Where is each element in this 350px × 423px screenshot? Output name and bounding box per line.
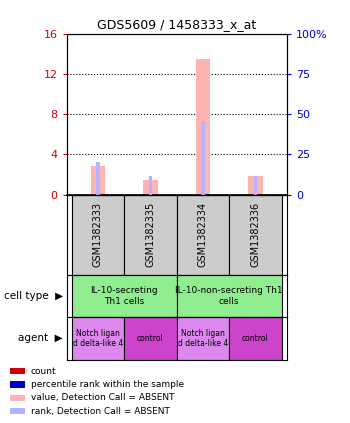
Text: Notch ligan
d delta-like 4: Notch ligan d delta-like 4 <box>73 329 123 348</box>
Bar <box>177 275 282 317</box>
Text: control: control <box>242 334 269 343</box>
Text: count: count <box>30 367 56 376</box>
Bar <box>229 317 282 360</box>
Text: GSM1382336: GSM1382336 <box>251 202 260 267</box>
Text: control: control <box>137 334 164 343</box>
Bar <box>10 381 26 388</box>
Bar <box>72 195 124 275</box>
Text: cell type  ▶: cell type ▶ <box>4 291 63 301</box>
Bar <box>96 162 100 195</box>
Text: percentile rank within the sample: percentile rank within the sample <box>30 380 184 389</box>
Bar <box>143 179 158 195</box>
Bar <box>248 176 263 195</box>
Text: GSM1382335: GSM1382335 <box>146 202 155 267</box>
Bar <box>91 167 105 195</box>
Bar <box>254 176 257 195</box>
Bar <box>196 59 210 195</box>
Text: agent  ▶: agent ▶ <box>18 333 63 343</box>
Bar <box>229 195 282 275</box>
Text: IL-10-secreting
Th1 cells: IL-10-secreting Th1 cells <box>90 286 158 306</box>
Bar <box>10 368 26 374</box>
Title: GDS5609 / 1458333_x_at: GDS5609 / 1458333_x_at <box>97 18 256 31</box>
Text: Notch ligan
d delta-like 4: Notch ligan d delta-like 4 <box>178 329 228 348</box>
Bar <box>72 317 124 360</box>
Text: value, Detection Call = ABSENT: value, Detection Call = ABSENT <box>30 393 174 402</box>
Bar <box>124 317 177 360</box>
Bar <box>177 195 229 275</box>
Bar <box>177 317 229 360</box>
Bar <box>72 275 177 317</box>
Text: GSM1382334: GSM1382334 <box>198 202 208 267</box>
Bar <box>201 121 205 195</box>
Bar <box>10 408 26 415</box>
Bar <box>124 195 177 275</box>
Text: GSM1382333: GSM1382333 <box>93 202 103 267</box>
Text: rank, Detection Call = ABSENT: rank, Detection Call = ABSENT <box>30 407 169 416</box>
Text: IL-10-non-secreting Th1
cells: IL-10-non-secreting Th1 cells <box>175 286 283 306</box>
Bar <box>10 395 26 401</box>
Bar <box>149 176 152 195</box>
